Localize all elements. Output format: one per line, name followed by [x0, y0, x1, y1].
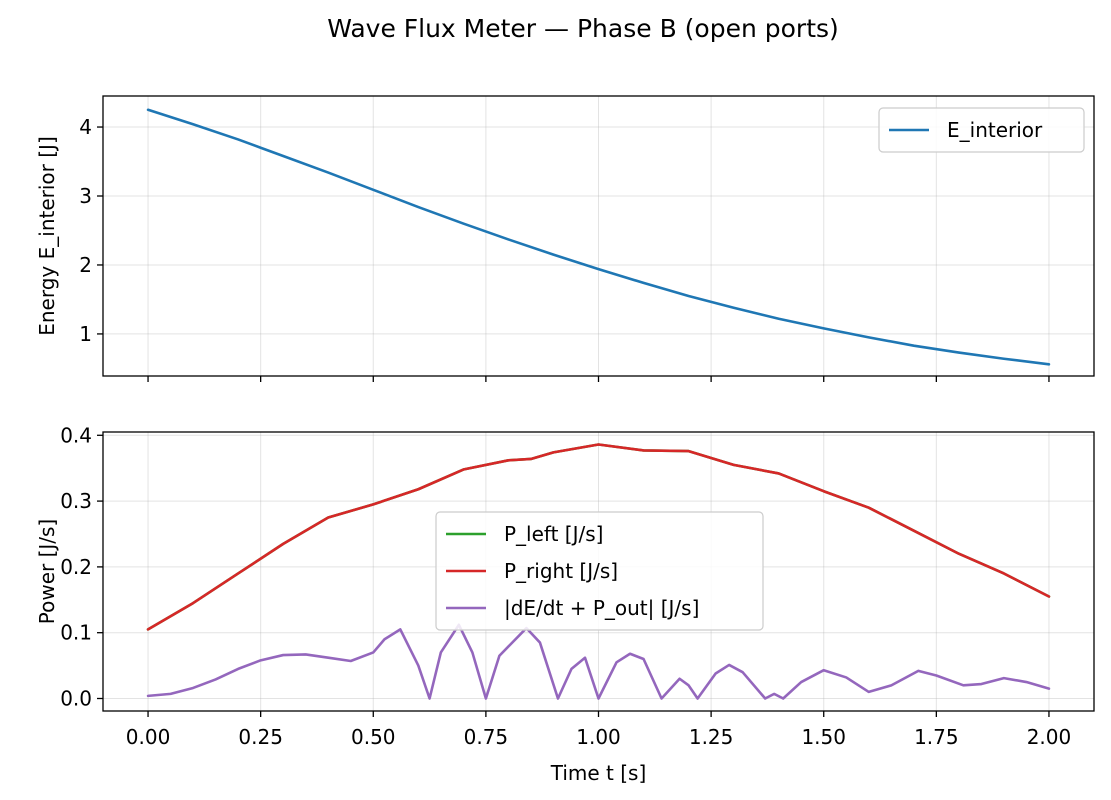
series-line-p-right-j-s	[146, 443, 1051, 631]
x-tick-label: 0.00	[126, 725, 171, 749]
legend-label: P_right [J/s]	[504, 559, 618, 583]
y-tick-label: 0.4	[60, 423, 92, 447]
legend-label: P_left [J/s]	[504, 522, 603, 546]
legend: E_interior	[878, 107, 1085, 153]
x-tick-label: 1.00	[576, 725, 621, 749]
x-tick-label: 0.50	[351, 725, 396, 749]
y-tick-label: 0.0	[60, 686, 92, 710]
x-axis-label: Time t [s]	[550, 761, 647, 785]
series-line-e-interior	[146, 108, 1051, 366]
figure-suptitle: Wave Flux Meter — Phase B (open ports)	[327, 14, 839, 43]
y-tick-label: 2	[79, 253, 92, 277]
x-tick-label: 0.75	[464, 725, 509, 749]
legend-label: |dE/dt + P_out| [J/s]	[504, 596, 699, 620]
y-axis-label: Power [J/s]	[35, 519, 59, 625]
x-tick-label: 2.00	[1027, 725, 1072, 749]
y-tick-label: 3	[79, 184, 92, 208]
y-tick-label: 0.2	[60, 555, 92, 579]
y-tick-label: 1	[79, 322, 92, 346]
legend-box	[435, 511, 764, 631]
legend-box	[878, 107, 1085, 153]
legend: P_left [J/s] P_right [J/s] |dE/dt + P_out|…	[435, 511, 764, 631]
y-axis-label: Energy E_interior [J]	[35, 136, 59, 336]
y-tick-label: 0.1	[60, 621, 92, 645]
energy-subplot: 1 2 3 4 Energy E_interior [J] E_interior	[35, 95, 1095, 382]
x-tick-label: 1.25	[689, 725, 734, 749]
legend-label: E_interior	[947, 118, 1043, 142]
x-tick-label: 1.50	[801, 725, 846, 749]
power-subplot: 0.00 0.25 0.50 0.75 1.00 1.25 1.50 1.75 2.00 0.0 0…	[35, 423, 1095, 785]
x-tick-label: 0.25	[238, 725, 283, 749]
y-tick-label: 4	[79, 115, 92, 139]
x-tick-label: 1.75	[914, 725, 959, 749]
series-line-de-dt-p-out-j-s	[146, 623, 1051, 700]
y-tick-label: 0.3	[60, 489, 92, 513]
